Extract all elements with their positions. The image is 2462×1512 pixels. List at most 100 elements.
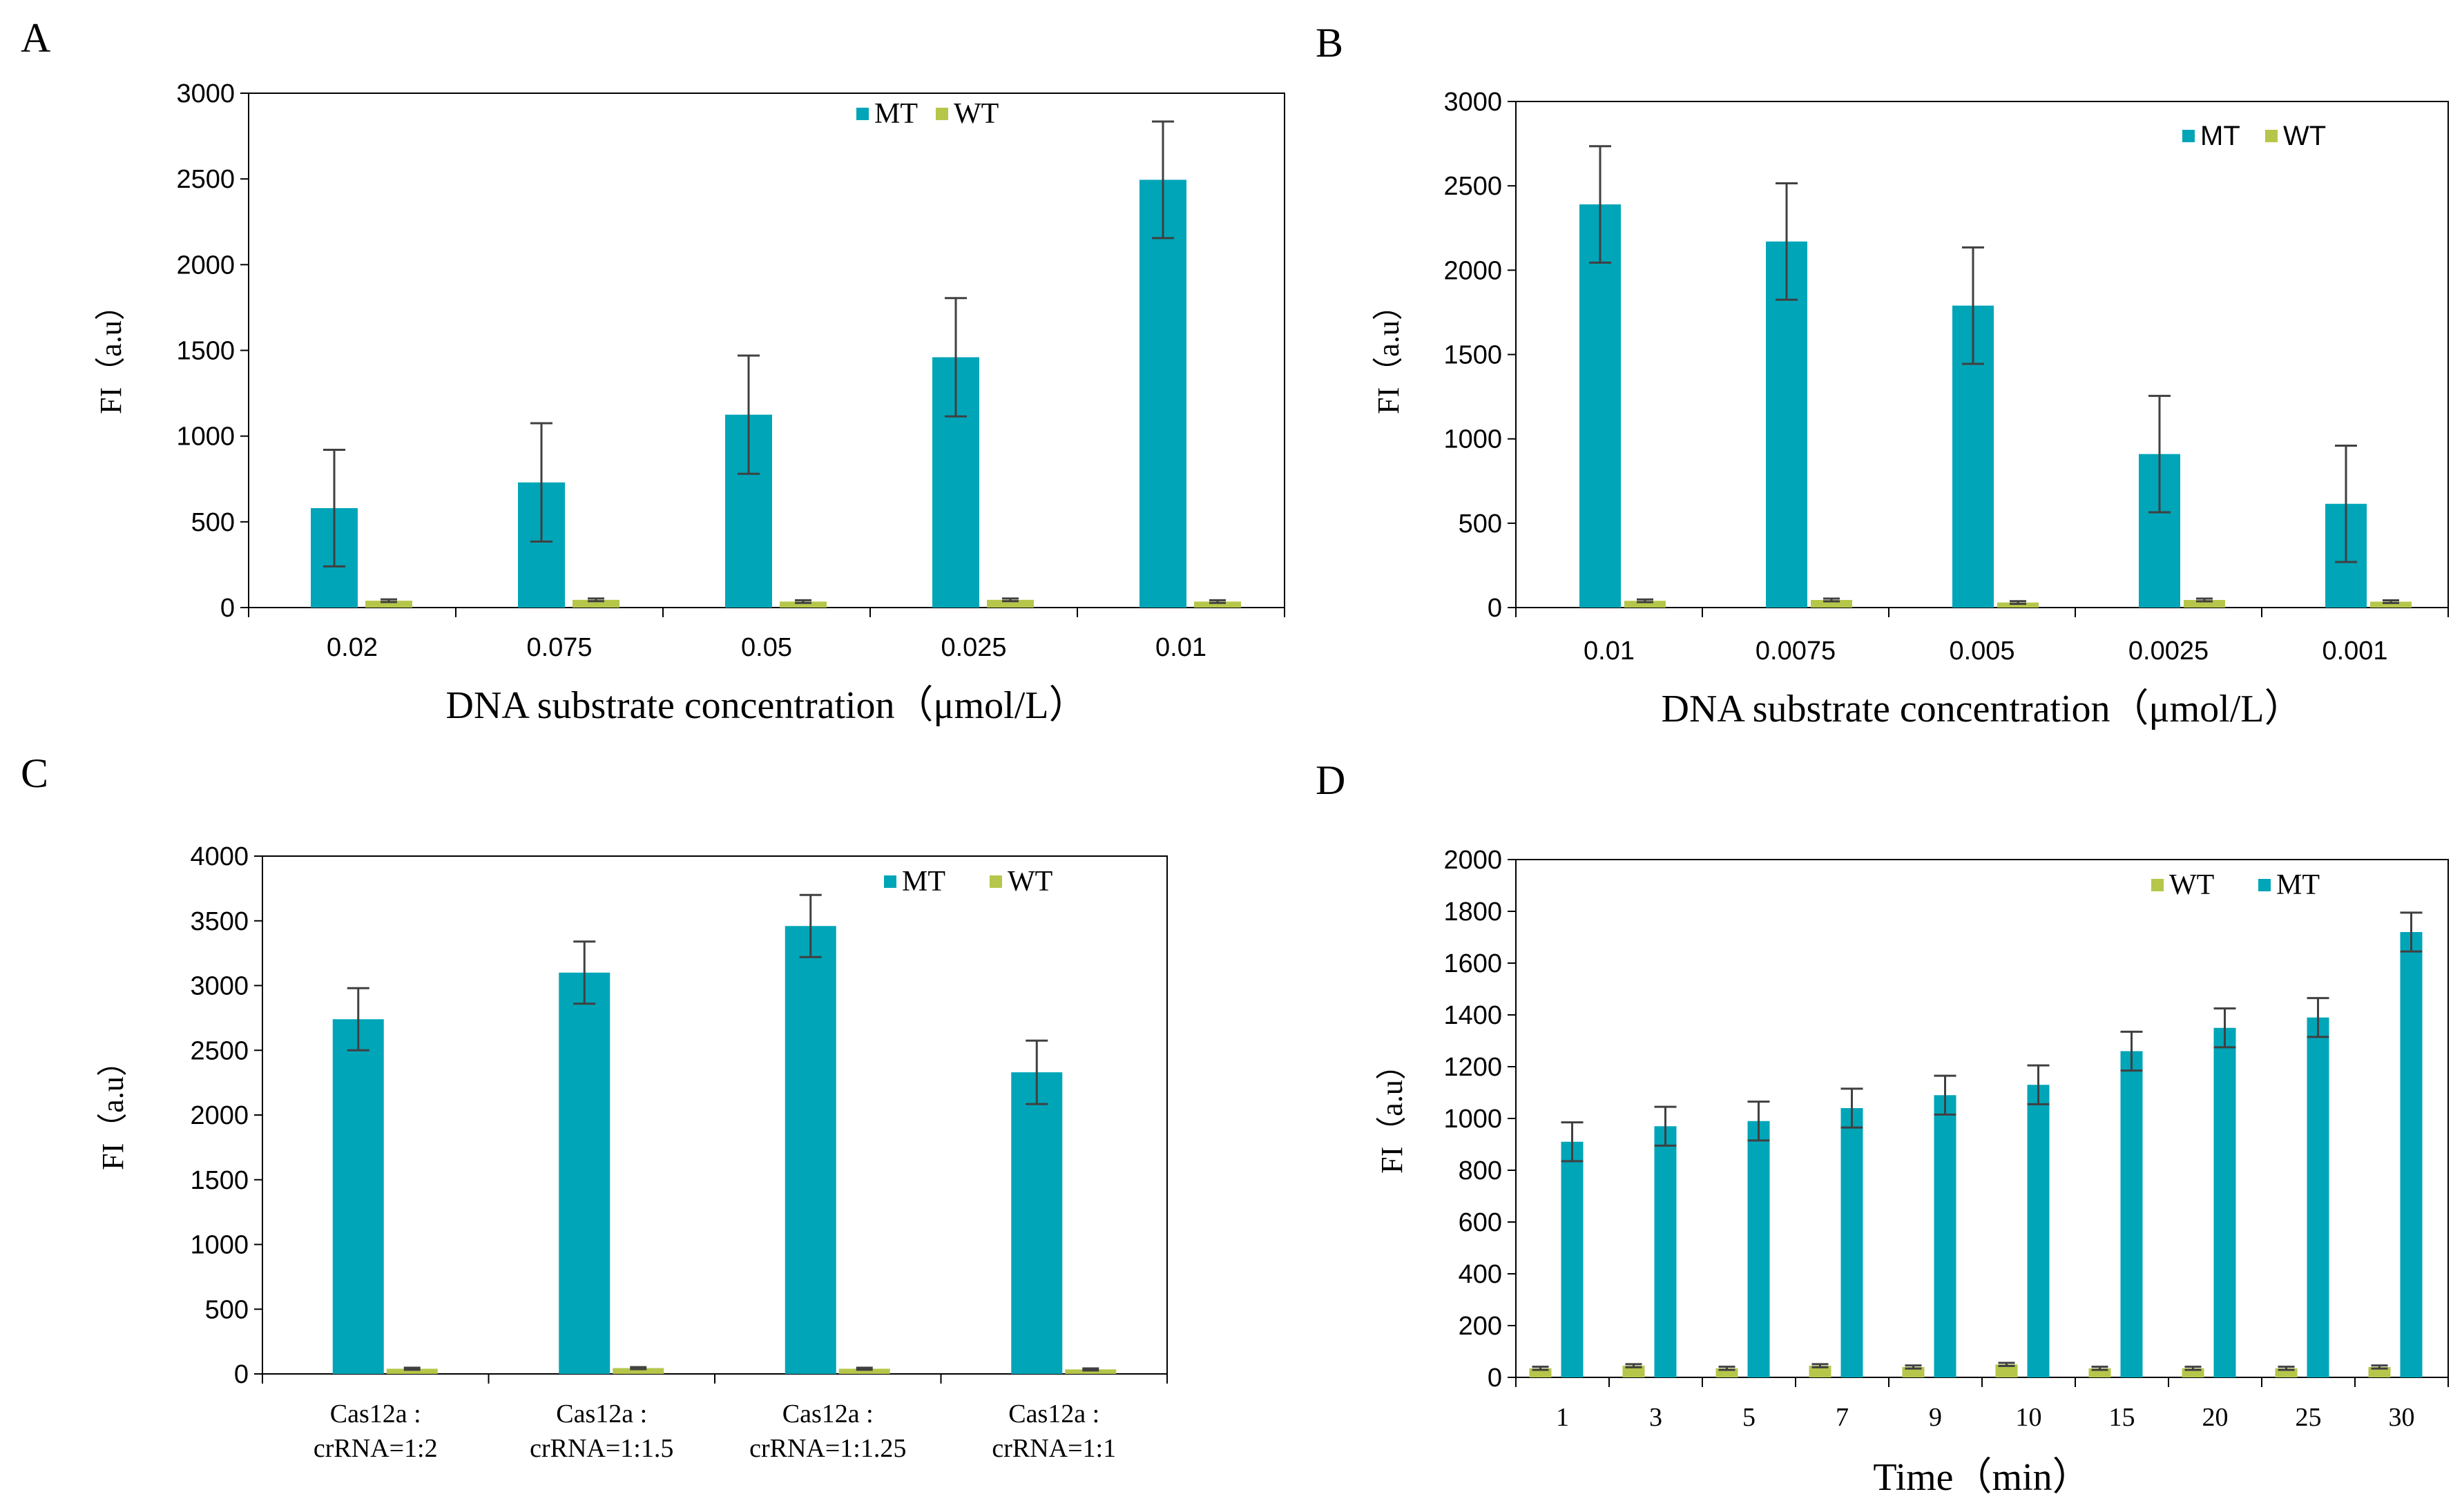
x-tick-label: crRNA=1:1.25 <box>749 1434 906 1463</box>
bar-mt <box>1139 180 1186 608</box>
bar-mt <box>1579 204 1621 608</box>
y-tick-label: 2000 <box>176 251 235 280</box>
legend-label-wt: WT <box>954 98 999 130</box>
y-tick-label: 3000 <box>1443 88 1502 117</box>
y-tick-label: 200 <box>1459 1312 1502 1341</box>
y-axis-label: FI（a.u） <box>94 290 128 414</box>
y-tick-label: 1500 <box>176 337 235 366</box>
bar-wt <box>1624 601 1666 608</box>
panel-letter-d: D <box>1316 757 1345 803</box>
y-tick-label: 1400 <box>1443 1001 1502 1030</box>
bar-wt <box>573 599 619 608</box>
panel-letter-a: A <box>21 15 50 61</box>
panel-letter-c: C <box>21 750 48 796</box>
y-tick-label: 2000 <box>1443 256 1502 285</box>
bar-wt <box>2370 601 2412 608</box>
x-axis-label: Time（min） <box>1873 1456 2090 1499</box>
y-tick-label: 2500 <box>190 1036 249 1065</box>
bar-mt <box>332 1019 384 1374</box>
x-tick-label: 0.01 <box>1584 637 1635 666</box>
chart-a: 0 500 1000 1500 2000 2500 3000 0.02 0.075 0.05 0.0… <box>94 79 1285 727</box>
legend-swatch-wt <box>2151 879 2164 891</box>
legend: MT WT <box>856 98 999 130</box>
y-tick-label: 2000 <box>1443 846 1502 875</box>
bar-mt <box>2400 932 2423 1377</box>
y-axis-label: FI（a.u） <box>1375 1049 1409 1174</box>
x-tick-label: 1 <box>1556 1403 1569 1432</box>
legend-swatch-mt <box>2182 130 2195 142</box>
bar-mt <box>1561 1141 1584 1377</box>
y-tick-label: 400 <box>1459 1260 1502 1289</box>
x-tick-label: Cas12a : <box>330 1399 421 1428</box>
legend-label-mt: MT <box>2200 121 2240 151</box>
x-tick-label: 0.025 <box>941 633 1006 662</box>
legend: MT WT <box>884 866 1052 898</box>
y-tick-label: 2000 <box>190 1101 249 1130</box>
y-tick-label: 1000 <box>176 423 235 452</box>
bar-mt <box>2307 1017 2329 1377</box>
x-tick-label: 0.02 <box>327 633 378 662</box>
bar-mt <box>2120 1051 2143 1377</box>
y-tick-label: 0 <box>234 1360 249 1389</box>
y-tick-label: 1200 <box>1443 1053 1502 1082</box>
y-tick-label: 1600 <box>1443 949 1502 978</box>
bar-wt <box>1622 1366 1645 1377</box>
y-tick-label: 3000 <box>190 972 249 1001</box>
bar-mt <box>1654 1126 1677 1377</box>
x-tick-label: 0.0075 <box>1756 637 1836 666</box>
y-tick-label: 2500 <box>176 165 235 194</box>
y-tick-label: 1800 <box>1443 898 1502 927</box>
y-tick-label: 1000 <box>1443 425 1502 454</box>
x-tick-label: crRNA=1:2 <box>314 1434 438 1463</box>
x-tick-label: 0.0025 <box>2128 637 2209 666</box>
bar-mt <box>1766 241 1807 608</box>
y-tick-label: 0 <box>1488 1364 1502 1393</box>
x-tick-label: Cas12a : <box>556 1399 647 1428</box>
bar-wt <box>987 599 1034 608</box>
y-tick-label: 500 <box>191 508 235 537</box>
y-tick-label: 2500 <box>1443 172 1502 201</box>
x-axis-label: DNA substrate concentration（μmol/L） <box>1662 688 2303 730</box>
x-tick-label: 3 <box>1649 1403 1662 1432</box>
bar-wt <box>386 1368 438 1374</box>
bar-wt <box>838 1368 890 1374</box>
y-tick-label: 600 <box>1459 1208 1502 1237</box>
y-tick-label: 3500 <box>190 907 249 936</box>
x-tick-label: crRNA=1:1 <box>992 1434 1116 1463</box>
y-tick-label: 4000 <box>190 842 249 871</box>
y-tick-label: 1000 <box>190 1231 249 1260</box>
bar-wt <box>1995 1364 2018 1377</box>
bar-mt <box>1011 1072 1063 1374</box>
x-tick-label: 7 <box>1836 1403 1849 1432</box>
bar-wt <box>1809 1366 1831 1377</box>
legend-swatch-mt <box>2258 879 2271 891</box>
y-axis-label: FI（a.u） <box>96 1046 130 1170</box>
legend-label-mt: MT <box>902 866 945 898</box>
x-tick-label: 0.005 <box>1949 637 2014 666</box>
bar-wt <box>1194 601 1241 608</box>
x-tick-label: 0.075 <box>526 633 592 662</box>
y-tick-label: 1500 <box>1443 341 1502 370</box>
x-tick-label: 20 <box>2202 1403 2229 1432</box>
y-axis-label: FI（a.u） <box>1372 290 1405 414</box>
y-tick-label: 800 <box>1459 1156 1502 1185</box>
x-tick-label: 30 <box>2389 1403 2415 1432</box>
legend-swatch-wt <box>936 108 948 120</box>
x-tick-label: 0.01 <box>1155 633 1206 662</box>
legend-label-mt: MT <box>2276 869 2320 901</box>
x-tick-label: 25 <box>2296 1403 2322 1432</box>
bar-wt <box>780 601 827 608</box>
chart-d: 0 200 400 600 800 1000 1200 1400 1600 1800 2000 1 3 5… <box>1375 846 2449 1499</box>
legend-swatch-mt <box>884 875 896 888</box>
bar-wt <box>2184 600 2225 608</box>
x-tick-label: crRNA=1:1.5 <box>530 1434 673 1463</box>
bar-mt <box>1747 1121 1770 1377</box>
panel-letter-b: B <box>1316 20 1343 66</box>
legend: WT MT <box>2151 869 2320 901</box>
x-tick-label: 5 <box>1742 1403 1756 1432</box>
x-tick-label: Cas12a : <box>1008 1399 1099 1428</box>
legend-label-wt: WT <box>2169 869 2214 901</box>
bar-wt <box>1811 600 1852 608</box>
legend: MT WT <box>2182 121 2326 151</box>
